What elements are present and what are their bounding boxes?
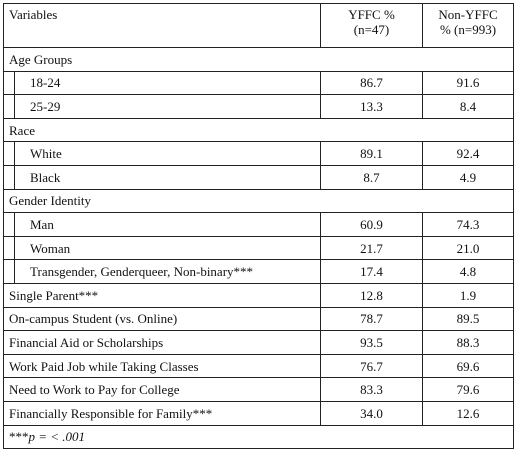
value-cell: 12.6: [422, 400, 514, 426]
value-cell: 21.0: [422, 235, 514, 261]
data-row: On-campus Student (vs. Online) 78.7 89.5: [3, 306, 514, 332]
row-label: Financial Aid or Scholarships: [3, 330, 321, 355]
value-cell: 76.7: [320, 353, 423, 379]
value-cell: 89.5: [422, 306, 514, 332]
row-label: Transgender, Genderqueer, Non-binary***: [3, 259, 321, 284]
header-cell: YFFC % (n=47): [320, 3, 423, 48]
value-cell: 69.6: [422, 353, 514, 379]
value-cell: 4.9: [422, 164, 514, 190]
value-cell: 91.6: [422, 70, 514, 96]
data-row: White 89.1 92.4: [3, 141, 514, 166]
value-cell: 34.0: [320, 400, 423, 426]
data-table: Variables YFFC % (n=47) Non-YFFC% (n=993)…: [3, 3, 514, 450]
data-row: Financially Responsible for Family*** 34.…: [3, 400, 514, 426]
value-cell: 92.4: [422, 141, 514, 166]
row-label: 25-29: [3, 94, 321, 119]
value-cell: 4.8: [422, 259, 514, 284]
value-cell: 79.6: [422, 377, 514, 402]
data-row: Woman 21.7 21.0: [3, 235, 514, 261]
value-cell: 13.3: [320, 94, 423, 119]
value-cell: 74.3: [422, 212, 514, 237]
data-row: Black 8.7 4.9: [3, 164, 514, 190]
value-cell: 89.1: [320, 141, 423, 166]
data-row: 25-29 13.3 8.4: [3, 94, 514, 119]
row-label: Single Parent***: [3, 282, 321, 308]
row-label: Financially Responsible for Family***: [3, 400, 321, 426]
row-label: Woman: [3, 235, 321, 261]
value-cell: 1.9: [422, 282, 514, 308]
data-row: Transgender, Genderqueer, Non-binary*** 1…: [3, 259, 514, 284]
data-row: 18-24 86.7 91.6: [3, 70, 514, 96]
section-label: Gender Identity: [3, 188, 514, 214]
value-cell: 83.3: [320, 377, 423, 402]
value-cell: 21.7: [320, 235, 423, 261]
row-label: White: [3, 141, 321, 166]
section-label: Age Groups: [3, 47, 514, 72]
row-label: Man: [3, 212, 321, 237]
table-body: Age Groups 18-24 86.7 91.6 25-29 13.3 8.4 Race W…: [3, 47, 514, 426]
header-line: Non-YFFC: [438, 7, 498, 22]
data-row: Single Parent*** 12.8 1.9: [3, 282, 514, 308]
section-row: Race: [3, 117, 514, 143]
header-cell: Non-YFFC% (n=993): [422, 3, 514, 48]
section-row: Age Groups: [3, 47, 514, 72]
row-label: 18-24: [3, 70, 321, 96]
value-cell: 12.8: [320, 282, 423, 308]
header-line: % (n=993): [439, 22, 497, 37]
row-label: On-campus Student (vs. Online): [3, 306, 321, 332]
header-line: (n=47): [353, 22, 390, 37]
row-label: Black: [3, 164, 321, 190]
value-cell: 8.7: [320, 164, 423, 190]
value-cell: 78.7: [320, 306, 423, 332]
section-label: Race: [3, 117, 514, 143]
data-row: Work Paid Job while Taking Classes 76.7 69…: [3, 353, 514, 379]
value-cell: 93.5: [320, 330, 423, 355]
value-cell: 86.7: [320, 70, 423, 96]
header-row: Variables YFFC % (n=47) Non-YFFC% (n=993): [3, 3, 514, 48]
footnote-text: p = < .001: [28, 429, 86, 445]
data-row: Need to Work to Pay for College 83.3 79.6: [3, 377, 514, 402]
row-label: Work Paid Job while Taking Classes: [3, 353, 321, 379]
row-label: Need to Work to Pay for College: [3, 377, 321, 402]
section-row: Gender Identity: [3, 188, 514, 214]
value-cell: 8.4: [422, 94, 514, 119]
value-cell: 60.9: [320, 212, 423, 237]
value-cell: 88.3: [422, 330, 514, 355]
footnote-row: ***p = < .001: [3, 424, 514, 450]
data-row: Financial Aid or Scholarships 93.5 88.3: [3, 330, 514, 355]
footnote: ***p = < .001: [3, 424, 514, 450]
footnote-marker: ***: [9, 429, 29, 445]
header-line: YFFC %: [348, 7, 395, 22]
data-row: Man 60.9 74.3: [3, 212, 514, 237]
value-cell: 17.4: [320, 259, 423, 284]
header-cell: Variables: [3, 3, 321, 48]
